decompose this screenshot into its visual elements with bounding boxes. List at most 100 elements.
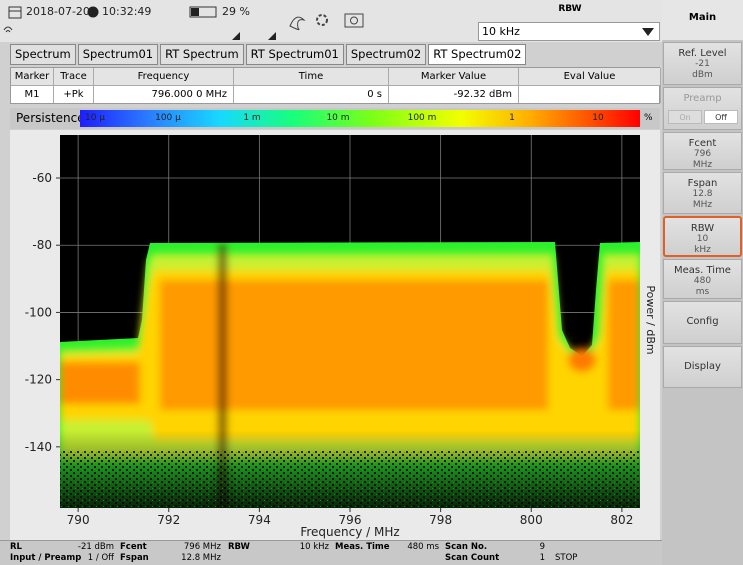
softkey-label: Config: [664, 316, 741, 327]
x-tick-label: 802: [610, 513, 633, 527]
toggle-option[interactable]: On: [668, 110, 702, 124]
y-tick-label: -140: [25, 440, 52, 454]
tab[interactable]: Spectrum02: [346, 44, 426, 65]
status-value: 796 MHz: [120, 542, 221, 552]
corner-marks: [232, 32, 276, 40]
status-value: 9: [445, 542, 545, 552]
rbw-field-label: RBW: [478, 4, 662, 14]
colorbar-label: 10 m: [323, 113, 353, 123]
colorbar-label: 1 m: [237, 113, 267, 123]
tab[interactable]: RT Spectrum01: [246, 44, 344, 65]
table-cell: 0 s: [234, 86, 389, 103]
dropdown-arrow[interactable]: [642, 27, 654, 37]
date: 2018-07-20: [26, 5, 90, 18]
table-header: Trace: [54, 68, 94, 86]
tab[interactable]: RT Spectrum: [160, 44, 244, 65]
table-cell: 796.000 0 MHz: [94, 86, 234, 103]
softkey-label: Fcent: [664, 138, 741, 149]
camera-icon: [351, 17, 358, 24]
x-tick-label: 800: [520, 513, 543, 527]
softkey-value: 12.8: [664, 189, 741, 199]
colorbar-label: 10 μ: [80, 113, 110, 123]
colorbar-label: 100 μ: [153, 113, 183, 123]
table-cell: M1: [11, 86, 54, 103]
status-value: 12.8 MHz: [120, 553, 221, 563]
persistence-trace: [60, 242, 640, 508]
table-cell: [519, 86, 661, 103]
time: 10:32:49: [102, 5, 151, 18]
y-tick-label: -120: [25, 373, 52, 387]
table-header: Time: [234, 68, 389, 86]
softkey-unit: MHz: [664, 200, 741, 210]
table-header: Frequency: [94, 68, 234, 86]
wifi-icon: [4, 27, 12, 32]
softkey-value: 796: [664, 149, 741, 159]
status-value: 480 ms: [335, 542, 439, 552]
persistence-label: Persistence: [16, 111, 85, 125]
rbw-field: RBW 10 kHz: [478, 0, 662, 42]
status-value: 10 kHz: [228, 542, 329, 552]
persistence-colorbar: 10 μ 100 μ 1 m 10 m 100 m 1 10: [80, 110, 640, 127]
tab[interactable]: RT Spectrum02: [428, 44, 526, 65]
tab[interactable]: Spectrum: [10, 44, 76, 65]
panel-title: Main: [662, 0, 743, 40]
softkey-unit: kHz: [665, 245, 740, 255]
y-tick-label: -100: [25, 305, 52, 319]
x-tick-label: 792: [157, 513, 180, 527]
softkey-unit: MHz: [664, 160, 741, 170]
x-tick-label: 798: [429, 513, 452, 527]
colorbar-label: 1: [497, 113, 527, 123]
trace-core: [608, 280, 640, 410]
table-header: Marker Value: [389, 68, 519, 86]
battery-level: [191, 8, 199, 16]
persistence-bar: Persistence 10 μ 100 μ 1 m 10 m 100 m 1 10 %: [10, 108, 660, 129]
probe-icon: [290, 17, 304, 30]
status-value: -21 dBm: [10, 542, 114, 552]
status-value: 1: [445, 553, 545, 563]
softkey-value: 10: [665, 234, 740, 244]
settings-icon[interactable]: [317, 15, 327, 25]
y-tick-label: -60: [32, 171, 52, 185]
softkey-value: 480: [664, 276, 741, 286]
side-panel: MainRef. Level-21dBmPreampOnOffFcent796M…: [662, 0, 743, 565]
y-tick-label: -80: [32, 238, 52, 252]
trace-core: [568, 348, 596, 372]
colorbar-label: 10: [583, 113, 613, 123]
noise-floor: [60, 450, 640, 508]
rbw-input-value: 10 kHz: [482, 25, 520, 38]
x-axis-label: Frequency / MHz: [300, 525, 399, 539]
table-header: Marker: [11, 68, 54, 86]
tab[interactable]: Spectrum01: [78, 44, 158, 65]
calendar-icon: [9, 7, 21, 18]
table-cell: -92.32 dBm: [389, 86, 519, 103]
softkey-label: Preamp: [664, 93, 741, 104]
y-axis-label: Power / dBm: [644, 285, 657, 354]
colorbar-label: 100 m: [407, 113, 437, 123]
camera-icon[interactable]: [345, 14, 363, 27]
battery-level-text: 29 %: [222, 5, 250, 18]
x-tick-label: 790: [67, 513, 90, 527]
softkey[interactable]: Config: [663, 301, 742, 344]
analyzer-screen: 2018-07-20 10:32:49 29 % RBW 10 kHz Spec…: [0, 0, 743, 565]
table-header: Eval Value: [519, 68, 661, 86]
rbw-input[interactable]: 10 kHz: [478, 22, 660, 41]
softkey-label: Display: [664, 361, 741, 372]
status-value: STOP: [555, 553, 651, 563]
persistence-unit: %: [644, 113, 653, 123]
softkey-label: Meas. Time: [664, 265, 741, 276]
toggle-option[interactable]: Off: [704, 110, 738, 124]
x-tick-label: 794: [248, 513, 271, 527]
trace-core: [60, 362, 140, 404]
softkey[interactable]: Display: [663, 346, 742, 388]
softkey-label: Fspan: [664, 178, 741, 189]
